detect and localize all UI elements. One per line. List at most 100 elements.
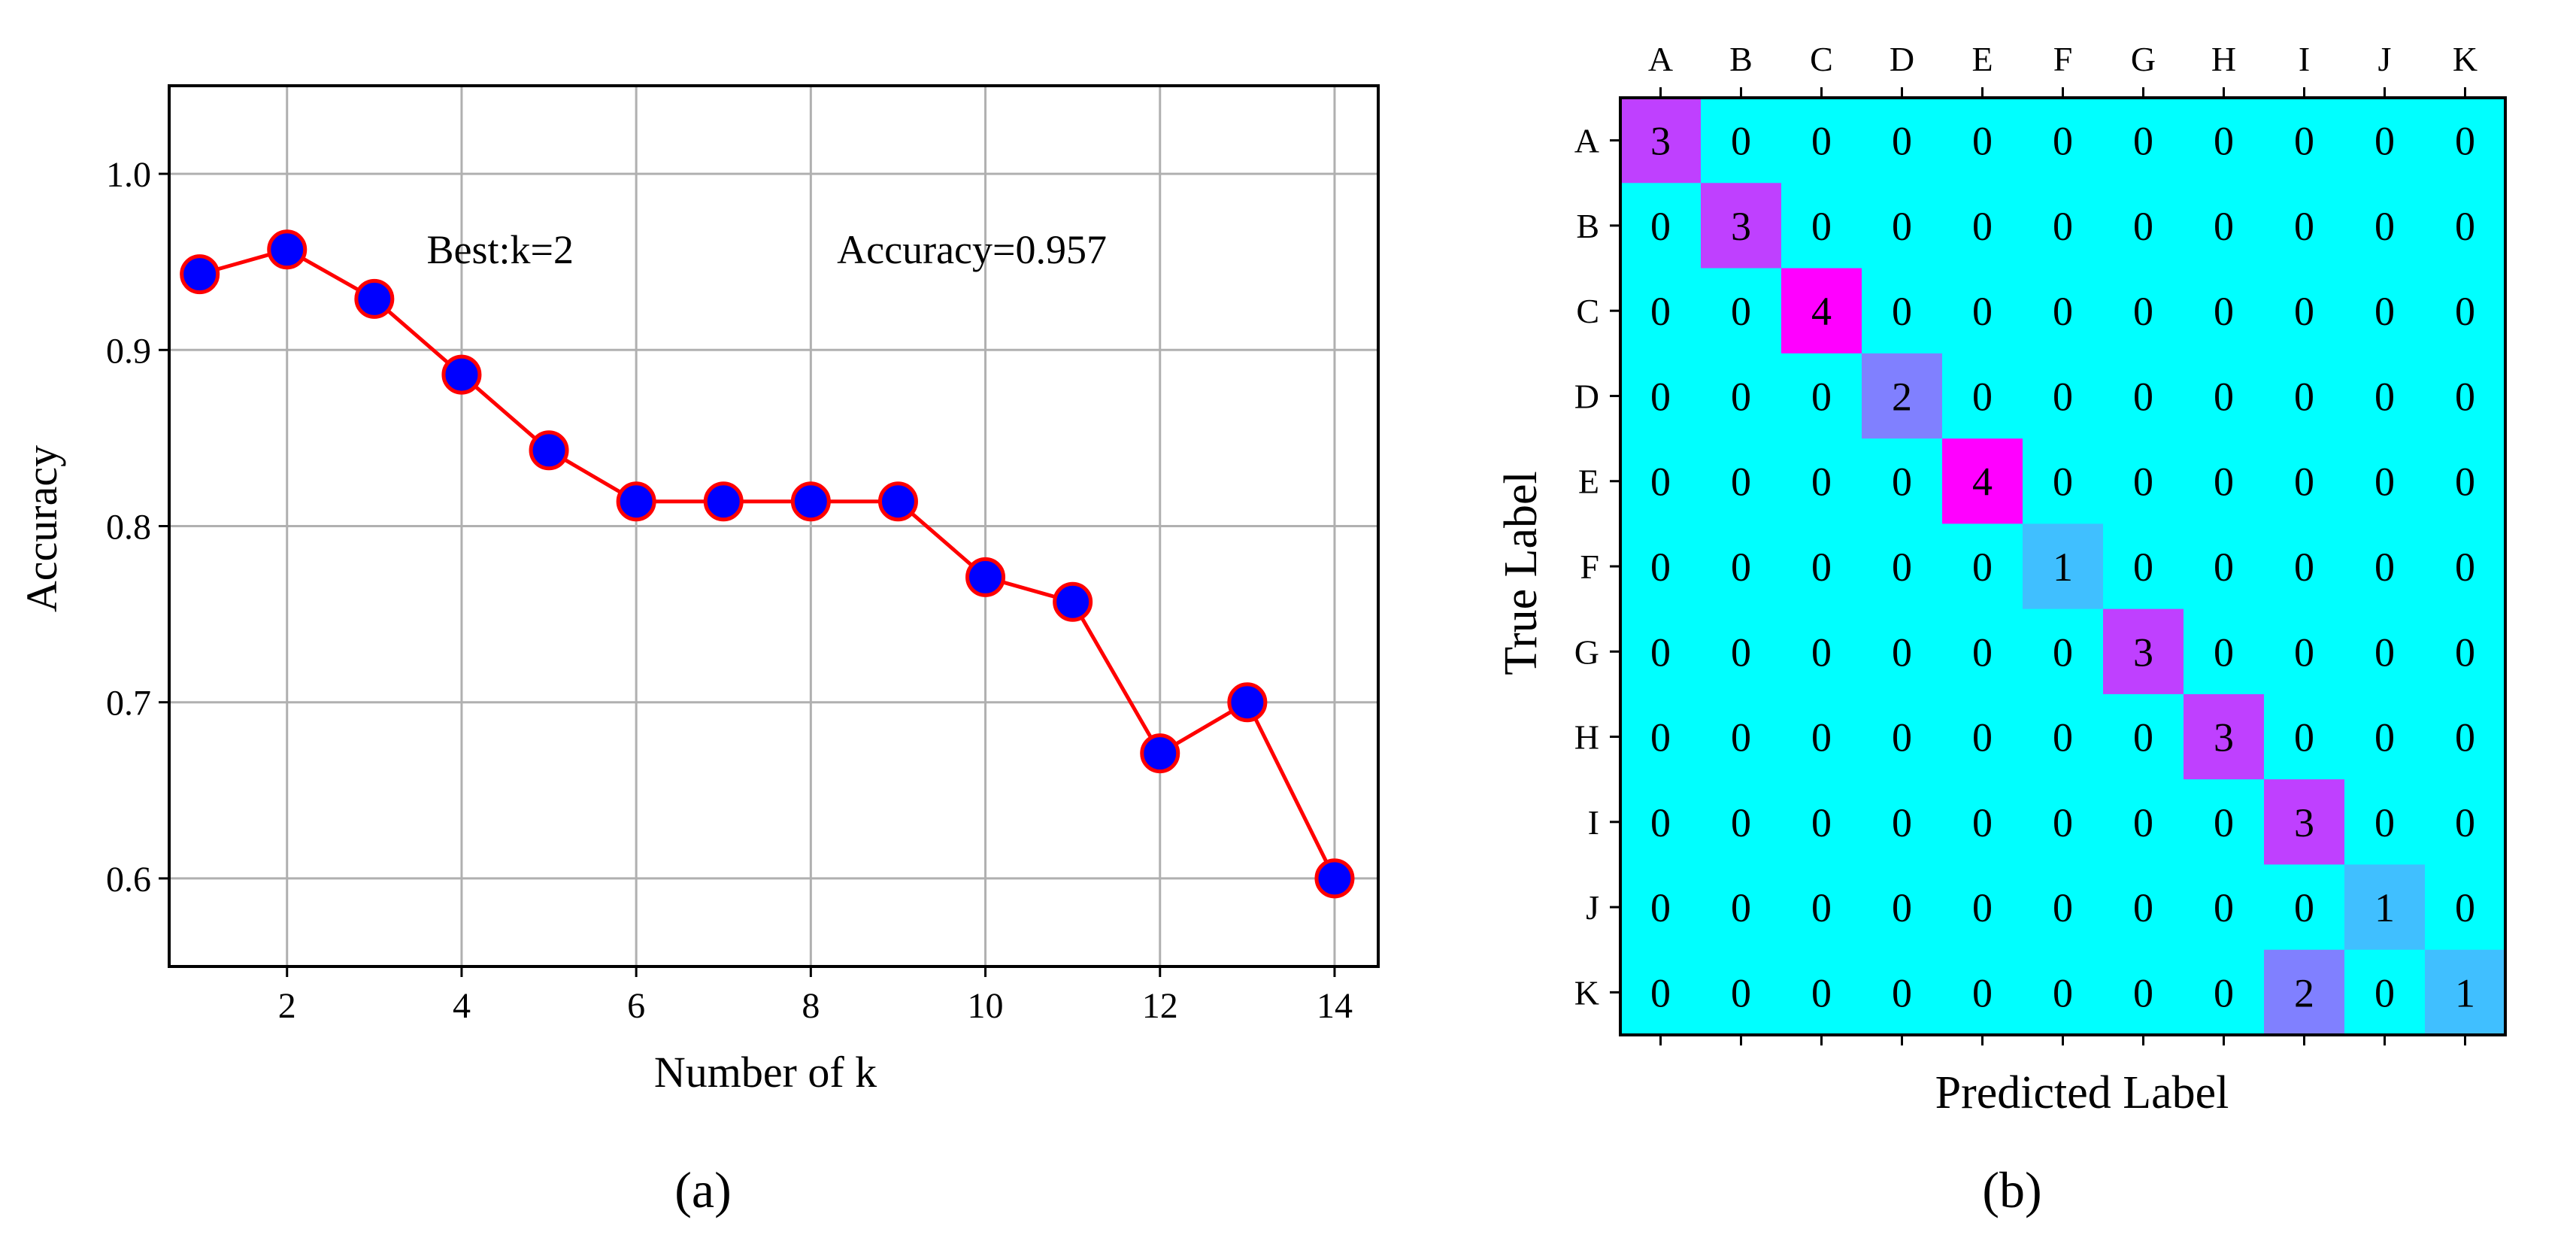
cell-value: 0 (1892, 204, 1912, 249)
cell-value: 0 (2214, 545, 2234, 590)
matrix-cell (2103, 268, 2184, 354)
cell-value: 0 (2374, 970, 2395, 1015)
cell-value: 0 (2294, 545, 2314, 590)
cell-value: 0 (2374, 715, 2395, 760)
cell-value: 0 (2455, 460, 2475, 505)
cell-value: 2 (1892, 374, 1912, 419)
axis-ticks: 2 4 6 8 10 12 14 0.6 0.7 0.8 0.9 1.0 (106, 155, 1353, 1026)
cell-value: 0 (1892, 545, 1912, 590)
matrix-cell (2264, 523, 2345, 610)
cell-value: 0 (1731, 715, 1751, 760)
x-tick-label: 6 (627, 986, 645, 1026)
matrix-cell (2184, 779, 2265, 865)
data-point (354, 278, 395, 319)
cell-value: 0 (1811, 545, 1832, 590)
column-label: K (2453, 40, 2478, 78)
matrix-cell (1942, 779, 2023, 865)
x-tick-label: 14 (1317, 986, 1353, 1026)
matrix-cell (2184, 608, 2265, 695)
cell-value: 0 (2294, 630, 2314, 675)
cell-value: 0 (1811, 204, 1832, 249)
matrix-cell (1781, 864, 1862, 951)
cell-value: 0 (2294, 374, 2314, 419)
matrix-cell (2184, 949, 2265, 1036)
matrix-cell (1701, 98, 1782, 184)
cell-value: 0 (2374, 630, 2395, 675)
matrix-cell (2023, 438, 2104, 524)
y-tick-label: 0.7 (106, 684, 151, 724)
matrix-cell (2425, 608, 2506, 695)
y-tick-label: 0.6 (106, 860, 151, 900)
data-point (703, 481, 744, 522)
matrix-cell (1620, 779, 1702, 865)
cell-value: 0 (2133, 970, 2153, 1015)
matrix-cell (2264, 353, 2345, 439)
matrix-cell (2264, 183, 2345, 269)
row-label: H (1574, 718, 1599, 757)
cell-value: 0 (2374, 374, 2395, 419)
row-label: B (1576, 207, 1599, 245)
matrix-cell (1620, 438, 1702, 524)
cell-value: 0 (2294, 204, 2314, 249)
matrix-cell (1620, 268, 1702, 354)
row-label: G (1574, 633, 1599, 671)
data-point (1227, 682, 1268, 723)
data-point (616, 481, 656, 522)
matrix-cell (1862, 779, 1943, 865)
cell-value: 4 (1972, 460, 1993, 505)
row-label: K (1574, 973, 1599, 1012)
matrix-cell (2023, 608, 2104, 695)
x-axis-title: Number of k (654, 1048, 877, 1097)
accuracy-line-chart: 2 4 6 8 10 12 14 0.6 0.7 0.8 0.9 1.0 Best:k=2 Accur… (17, 84, 1380, 1218)
matrix-cell (2425, 353, 2506, 439)
cell-value: 1 (2374, 885, 2395, 930)
panel-label-b: (b) (1982, 1161, 2041, 1218)
matrix-cell (1781, 353, 1862, 439)
matrix-cell (1701, 268, 1782, 354)
matrix-cell (1701, 523, 1782, 610)
row-label: C (1576, 292, 1599, 330)
matrix-cell (1862, 183, 1943, 269)
cell-value: 0 (2455, 885, 2475, 930)
cell-value: 0 (1811, 970, 1832, 1015)
confusion-matrix: 3 0 0 0 0 0 0 0 0 0 0 0 3 0 0 0 0 0 0 0 0 0 0 0 4 0 0 0 0 0 0 0 0 0 0 0 2 0 0 0… (1496, 40, 2507, 1218)
matrix-cell (2264, 693, 2345, 780)
matrix-cell (2023, 864, 2104, 951)
cell-value: 0 (2053, 800, 2073, 845)
matrix-cell (2264, 268, 2345, 354)
row-label: J (1586, 888, 1599, 927)
matrix-cell (1701, 353, 1782, 439)
matrix-cell (2023, 693, 2104, 780)
matrix-cell (2184, 353, 2265, 439)
cell-value: 0 (1892, 715, 1912, 760)
cell-value: 1 (2053, 545, 2073, 590)
cell-value: 0 (2133, 885, 2153, 930)
column-label: F (2053, 40, 2073, 78)
matrix-cell (1862, 98, 1943, 184)
matrix-cell (2184, 183, 2265, 269)
matrix-cell (1620, 864, 1702, 951)
true-label-title: True Label (1496, 471, 1547, 675)
matrix-cell (2023, 779, 2104, 865)
cell-value: 0 (1972, 715, 1993, 760)
matrix-cell (2264, 864, 2345, 951)
cell-value: 0 (1972, 800, 1993, 845)
matrix-cell (2023, 949, 2104, 1036)
row-label: D (1574, 377, 1599, 415)
matrix-cell (2103, 523, 2184, 610)
cell-value: 0 (2053, 885, 2073, 930)
cell-value: 0 (2053, 289, 2073, 334)
matrix-cell (2103, 353, 2184, 439)
cell-value: 0 (1811, 460, 1832, 505)
cell-value: 0 (1731, 545, 1751, 590)
cell-value: 0 (2455, 715, 2475, 760)
matrix-cell (2344, 353, 2426, 439)
cell-value: 0 (1972, 545, 1993, 590)
cell-value: 0 (2133, 800, 2153, 845)
matrix-cell (1620, 183, 1702, 269)
cell-value: 0 (1731, 460, 1751, 505)
column-label: D (1890, 40, 1914, 78)
y-axis-title: Accuracy (17, 445, 66, 612)
row-label: E (1578, 463, 1599, 501)
matrix-cell (1862, 438, 1943, 524)
